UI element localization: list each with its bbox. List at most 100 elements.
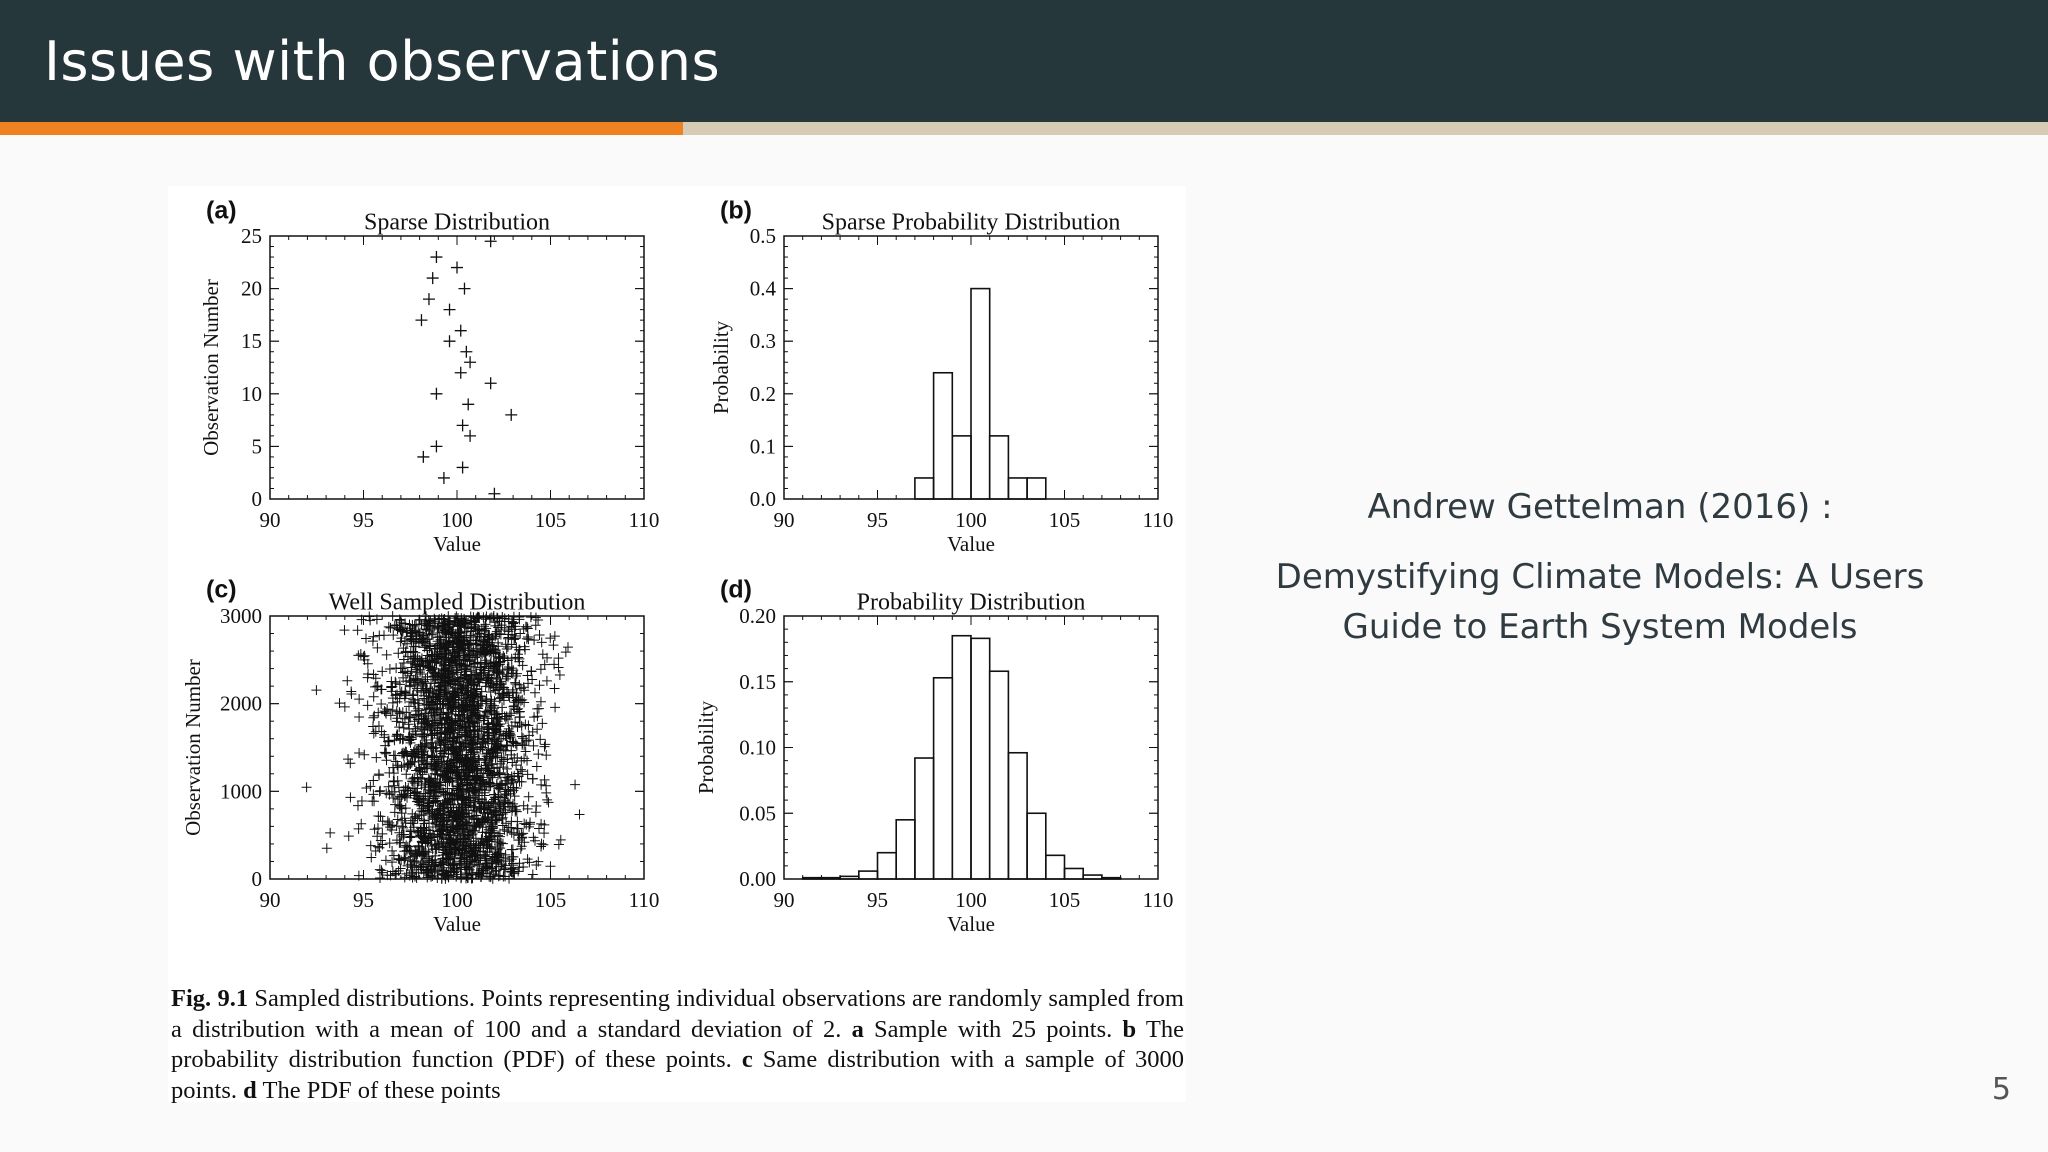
data-point [386,676,397,687]
data-point [529,635,540,646]
data-point [454,324,467,337]
data-point [345,758,356,769]
data-point [519,641,530,652]
chart-title: Probability Distribution [857,590,1086,616]
data-point [481,611,492,622]
data-point [410,787,421,798]
data-point [417,668,428,679]
data-point [545,633,556,644]
x-tick-label: 95 [353,888,374,912]
data-point [490,628,501,639]
data-point [508,611,519,622]
data-point [398,733,409,744]
data-point [412,675,423,686]
data-point [534,823,545,834]
data-point [413,827,424,838]
data-point [452,613,463,624]
data-point [476,723,487,734]
data-point [394,707,405,718]
data-point [489,743,500,754]
data-point [311,685,322,696]
x-tick-label: 105 [535,508,567,532]
data-point [368,721,379,732]
data-point [511,642,522,653]
y-tick-label: 20 [241,277,262,301]
data-point [500,772,511,783]
data-point [510,677,521,688]
data-point [389,620,400,631]
histogram-bar [895,819,916,880]
data-point [396,789,407,800]
data-point [424,818,435,829]
data-point [368,775,379,786]
data-point [374,864,385,875]
data-point [537,649,548,660]
data-point [365,615,376,626]
data-point [393,865,404,876]
data-point [522,854,533,865]
data-point [518,682,529,693]
y-axis-label: Probability [709,320,733,414]
data-point [379,706,390,717]
y-axis-label: Observation Number [199,279,223,456]
figure-caption: Fig. 9.1 Sampled distributions. Points r… [171,984,1184,1106]
data-point [499,824,510,835]
data-point [503,822,514,833]
data-point [486,841,497,852]
data-point [422,293,435,306]
data-point [508,782,519,793]
data-point [346,686,357,697]
data-point [518,828,529,839]
data-point [422,671,433,682]
data-point [409,812,420,823]
chart-title: Well Sampled Distribution [329,590,586,616]
data-point [371,681,382,692]
data-point [490,846,501,857]
data-point [477,772,488,783]
data-point [391,835,402,846]
data-point [400,781,411,792]
data-point [410,673,421,684]
data-point [545,861,556,872]
data-point [409,855,420,866]
data-point [504,710,515,721]
data-point [519,837,530,848]
histogram-bar [1082,874,1103,880]
y-tick-label: 0.15 [739,670,776,694]
data-point [461,852,472,863]
data-point [533,856,544,867]
data-point [398,831,409,842]
data-point [443,303,456,316]
x-tick-label: 90 [774,508,795,532]
x-tick-label: 90 [774,888,795,912]
data-point [473,624,484,635]
data-point [502,663,513,674]
data-point [401,769,412,780]
histogram-bar [1007,477,1028,500]
x-tick-label: 90 [260,508,281,532]
histogram-bar [876,851,898,880]
data-point [395,863,406,874]
data-point [395,800,406,811]
x-axis-label: Value [433,532,481,556]
data-point [366,852,377,863]
data-point [377,828,388,839]
data-point [368,691,379,702]
data-point [397,667,408,678]
data-point [368,789,379,800]
data-point [382,704,393,715]
data-point [418,724,429,735]
data-point [505,408,518,421]
panel-label: (c) [206,576,237,604]
data-point [343,831,354,842]
data-point [381,788,392,799]
data-point [354,694,365,705]
caption-text-4: Same distribution with a sample of 3000 … [171,1046,1184,1104]
data-point [429,831,440,842]
data-point [490,631,501,642]
data-point [470,652,481,663]
data-point [501,643,512,654]
data-point [398,829,409,840]
data-point [454,366,467,379]
